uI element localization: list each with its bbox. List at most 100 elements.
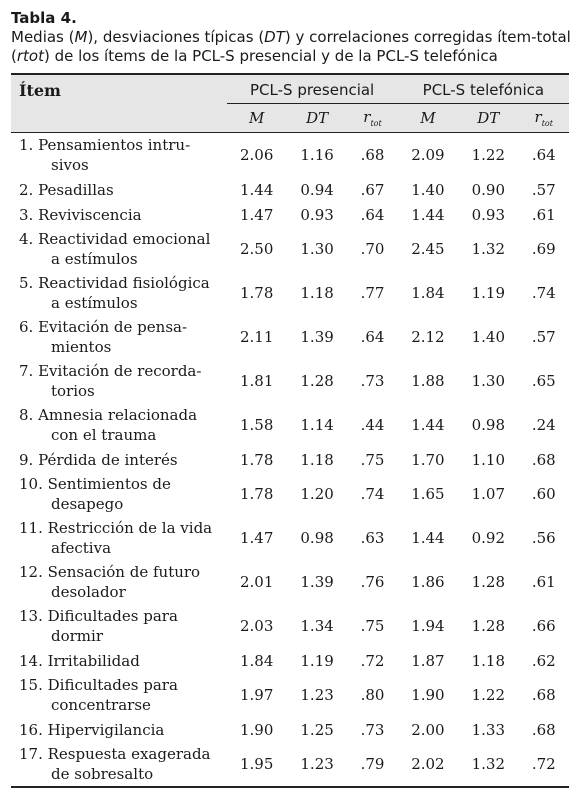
value-cell-m1: 2.01 bbox=[240, 573, 274, 591]
value-cell-r2: .65 bbox=[531, 372, 556, 390]
value-cell-dt2: 0.93 bbox=[471, 205, 505, 224]
value-cell-dt1: 1.39 bbox=[300, 573, 334, 591]
value-cell-dt2: 1.32 bbox=[471, 240, 505, 258]
value-cell-dt2: 1.28 bbox=[471, 617, 505, 635]
value-cell-r1: .64 bbox=[360, 328, 385, 346]
value-cell-r2: .60 bbox=[531, 485, 556, 503]
caption-part: ) y correlaciones corregidas ítem-total bbox=[284, 28, 571, 46]
table-row: 10. Sentimientos de desapego 1.78 1.20 .74 1.… bbox=[11, 472, 569, 516]
value-cell-dt2: 1.32 bbox=[458, 742, 519, 788]
item-label-line2: de sobresalto bbox=[51, 765, 154, 783]
value-cell-m1: 2.50 bbox=[240, 240, 274, 258]
value-cell-r1: .77 bbox=[360, 284, 385, 302]
item-cell: 7. Evitación de recorda-torios bbox=[11, 359, 227, 403]
item-label-line1: 10. Sentimientos de bbox=[19, 475, 171, 493]
value-cell-r1: .74 bbox=[360, 485, 385, 503]
value-cell-m2: 2.45 bbox=[411, 240, 445, 258]
item-cell: 12. Sensación de futuro desolador bbox=[11, 560, 227, 604]
value-cell-r1: .73 bbox=[360, 720, 385, 739]
value-cell-r2: .72 bbox=[518, 742, 569, 788]
item-label-line1: 1. Pensamientos intru- bbox=[19, 136, 191, 154]
value-cell-r1: .73 bbox=[360, 372, 385, 390]
table-row: 13. Dificultades para dormir 2.03 1.34 .75 1.… bbox=[11, 604, 569, 648]
header-rtot: rtot bbox=[518, 103, 569, 133]
value-cell-r1: .76 bbox=[360, 573, 385, 591]
value-cell-m1: 2.06 bbox=[240, 146, 274, 164]
item-label-line1: 13. Dificultades para bbox=[19, 607, 178, 625]
table-row: 8. Amnesia relacionada con el trauma 1.58 1… bbox=[11, 403, 569, 447]
value-cell-m1: 2.11 bbox=[240, 328, 274, 346]
value-cell-m1: 1.95 bbox=[226, 742, 287, 788]
document: Tabla 4. Medias (M), desviaciones típica… bbox=[11, 9, 571, 788]
item-label-line1: 5. Reactividad fisiológica bbox=[19, 274, 210, 292]
value-cell-dt1: 1.18 bbox=[300, 450, 334, 469]
value-cell-m1: 1.78 bbox=[240, 485, 274, 503]
item-label-line1: 14. Irritabilidad bbox=[19, 651, 140, 670]
item-label-line2: con el trauma bbox=[51, 426, 157, 444]
value-cell-m1: 1.58 bbox=[240, 416, 274, 434]
item-label-line1: 8. Amnesia relacionada bbox=[19, 406, 198, 424]
value-cell-m1: 2.03 bbox=[240, 617, 274, 635]
table-row: 16. Hipervigilancia 1.90 1.25 .73 2.00 1.33 .6… bbox=[11, 717, 569, 742]
caption-part: ), desviaciones típicas ( bbox=[87, 28, 265, 46]
item-label-line1: 17. Respuesta exagerada bbox=[19, 745, 211, 763]
item-label-line2: dormir bbox=[51, 627, 103, 645]
value-cell-dt1: 1.30 bbox=[300, 240, 334, 258]
item-label-line1: 12. Sensación de futuro bbox=[19, 563, 201, 581]
value-cell-dt2: 1.22 bbox=[471, 146, 505, 164]
value-cell-r1: .72 bbox=[360, 651, 385, 670]
value-cell-m1: 1.78 bbox=[240, 284, 274, 302]
value-cell-dt1: 1.20 bbox=[300, 485, 334, 503]
item-label-line1: 3. Reviviscencia bbox=[19, 205, 142, 224]
caption-part: Medias ( bbox=[11, 28, 75, 46]
header-m: M bbox=[226, 103, 287, 133]
header-group-presencial: PCL-S presencial bbox=[226, 73, 398, 104]
table-caption: Medias (M), desviaciones típicas (DT) y … bbox=[11, 28, 571, 66]
item-cell: 13. Dificultades para dormir bbox=[11, 604, 227, 648]
value-cell-m2: 1.70 bbox=[411, 450, 445, 469]
value-cell-r1: .63 bbox=[360, 529, 385, 547]
item-label-line1: 9. Pérdida de interés bbox=[19, 450, 178, 469]
item-label-line2: a estímulos bbox=[51, 250, 138, 268]
value-cell-dt2: 1.40 bbox=[471, 328, 505, 346]
table-row: 4. Reactividad emocional a estímulos 2.50 1… bbox=[11, 227, 569, 271]
value-cell-m2: 2.00 bbox=[411, 720, 445, 739]
caption-m: M bbox=[74, 28, 88, 46]
value-cell-dt1: 0.98 bbox=[300, 529, 334, 547]
value-cell-dt2: 1.07 bbox=[471, 485, 505, 503]
item-label-line2: desolador bbox=[51, 583, 126, 601]
table-row: 12. Sensación de futuro desolador 2.01 1.39… bbox=[11, 560, 569, 604]
value-cell-r2: .56 bbox=[531, 529, 556, 547]
table-row: 11. Restricción de la vida afectiva 1.47 0.… bbox=[11, 516, 569, 560]
item-label-line1: 4. Reactividad emocional bbox=[19, 230, 211, 248]
value-cell-dt1: 1.19 bbox=[300, 651, 334, 670]
header-m: M bbox=[397, 103, 459, 133]
item-cell: 1. Pensamientos intru-sivos bbox=[11, 133, 227, 178]
group-label: PCL-S presencial bbox=[250, 81, 375, 99]
item-cell: 17. Respuesta exagerada de sobresalto bbox=[11, 742, 227, 788]
value-cell-m2: 1.44 bbox=[411, 205, 445, 224]
item-cell: 2. Pesadillas bbox=[11, 177, 227, 202]
value-cell-m2: 1.84 bbox=[411, 284, 445, 302]
value-cell-m2: 1.88 bbox=[411, 372, 445, 390]
value-cell-m1: 1.97 bbox=[240, 686, 274, 704]
item-label-line1: 7. Evitación de recorda- bbox=[19, 362, 202, 380]
value-cell-r2: .24 bbox=[531, 416, 556, 434]
item-label-line1: 2. Pesadillas bbox=[19, 180, 114, 199]
value-cell-r1: .70 bbox=[360, 240, 385, 258]
table-row: 9. Pérdida de interés 1.78 1.18 .75 1.70 1.10… bbox=[11, 447, 569, 472]
value-cell-r2: .62 bbox=[531, 651, 556, 670]
table-label: Tabla 4. bbox=[11, 9, 77, 27]
header-dt: DT bbox=[286, 103, 348, 133]
item-cell: 10. Sentimientos de desapego bbox=[11, 472, 227, 516]
value-cell-dt2: 0.98 bbox=[471, 416, 505, 434]
value-cell-m1: 1.47 bbox=[240, 529, 274, 547]
r-letter: r bbox=[363, 108, 371, 126]
item-label-line2: concentrarse bbox=[51, 696, 151, 714]
value-cell-r1: .68 bbox=[360, 146, 385, 164]
item-label-line1: 6. Evitación de pensa- bbox=[19, 318, 188, 336]
value-cell-dt2: 1.10 bbox=[471, 450, 505, 469]
item-cell: 8. Amnesia relacionada con el trauma bbox=[11, 403, 227, 447]
data-table: Ítem PCL-S presencial PCL-S telefónica M… bbox=[11, 73, 569, 788]
item-label-line2: afectiva bbox=[51, 539, 112, 557]
